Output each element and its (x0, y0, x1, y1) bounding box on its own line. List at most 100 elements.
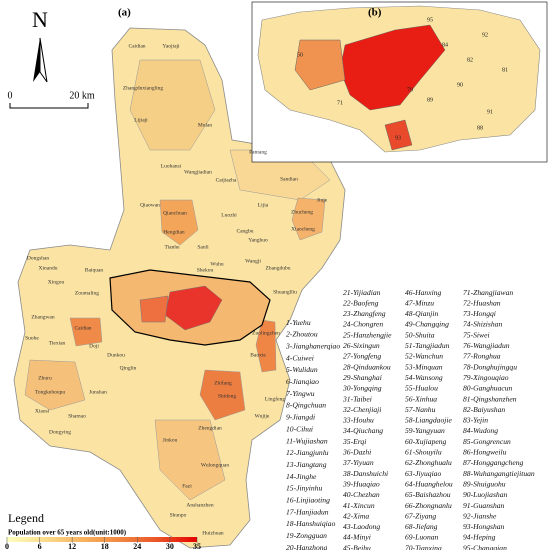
district-list-item: 47-Minzu (405, 298, 434, 307)
district-list-item: 90-Luojiashan (463, 490, 508, 499)
inset-label: 84 (442, 42, 448, 48)
district-list-item: 30-Yongqing (342, 384, 382, 393)
district-list-item: 60-Xujiapeng (405, 437, 447, 446)
district-list-item: 37-Yiyuan (342, 458, 374, 467)
place-label: Pantang (249, 149, 267, 155)
district-patch (129, 59, 216, 151)
district-list-item: 13-Jiangtang (286, 460, 327, 469)
district-list-item: 67-Ziyang (405, 511, 436, 520)
district-list-item: 71-Zhangjiawan (463, 288, 513, 297)
place-label: Sanli (197, 244, 209, 250)
district-list-item: 16-Linjiaoting (286, 496, 330, 505)
district-list-item: 84-Wudong (463, 426, 498, 435)
district-list-item: 28-Qinduankou (343, 362, 391, 371)
place-label: Lingfeng (265, 395, 285, 402)
district-list-item: 6-Jianqiao (286, 377, 319, 386)
district-list-item: 33-Houhu (342, 416, 374, 425)
district-list-item: 25-Hanzhengjie (343, 330, 392, 339)
place-label: Jinkou (163, 437, 178, 443)
district-list-item: 44-Minyi (343, 533, 371, 542)
district-patch (291, 197, 326, 241)
place-label: Shunpo (170, 512, 187, 518)
scale-start: 0 (8, 90, 13, 101)
district-list-item: 17-Hanjiadun (286, 507, 329, 516)
place-label: Huizhuan (202, 530, 224, 536)
panel-label: (a) (118, 7, 131, 19)
place-label: Mulan (198, 122, 213, 128)
district-list-item: 41-Xincun (343, 501, 375, 510)
place-label: Zoumaling (75, 290, 99, 296)
district-list-item: 66-Zhongnanlu (405, 501, 452, 510)
district-list-item: 93-Hongshan (463, 522, 505, 531)
place-label: Xiaocheng (291, 226, 315, 232)
district-list-item: 55-Hualou (405, 384, 438, 393)
district-list-item: 36-Dazhi (342, 448, 371, 457)
district-patch (154, 419, 226, 501)
place-label: Anshanzhen (186, 502, 213, 508)
district-list-item: 94-Heping (463, 533, 496, 542)
district-list-item: 73-Hongqi (463, 309, 496, 318)
inset-label: 92 (482, 32, 488, 38)
legend-tick-label: 6 (38, 542, 42, 550)
district-patch (69, 317, 103, 347)
place-label: Xinandu (39, 265, 58, 271)
place-label: Yaojiaji (162, 43, 180, 49)
place-label: Wangji (245, 258, 261, 264)
district-list-item: 24-Chongren (343, 320, 383, 329)
place-label: Caijiazha (216, 177, 237, 183)
inset-label: 88 (477, 125, 483, 131)
place-label: Zhuru (38, 375, 52, 381)
district-patch (24, 359, 86, 411)
district-patch (199, 369, 246, 421)
district-list-item: 21-Yijiadian (343, 288, 381, 297)
district-list-item: 27-Yongfeng (343, 352, 381, 361)
city-core (139, 295, 169, 323)
district-list-item: 45-Beihu (343, 543, 371, 550)
place-label: Doji (89, 343, 99, 349)
place-label: Tianhe (164, 244, 180, 250)
legend-tick-label: 30 (166, 542, 174, 550)
district-list-item: 89-Shuiguohu (463, 479, 506, 488)
district-list-item: 4-Cuiwei (286, 353, 314, 362)
place-label: Shidong (218, 393, 237, 399)
district-list-item: 29-Shanghai (343, 373, 382, 382)
district-list-item: 8-Qingchuan (286, 401, 326, 410)
legend-title: Legend (8, 511, 44, 525)
district-list-item: 81-Qingshanzhen (463, 394, 517, 403)
legend-tick-label: 0 (5, 542, 9, 550)
inset-label: 90 (457, 82, 463, 88)
north-label: N (32, 7, 48, 32)
place-label: Wangjiadian (184, 169, 212, 175)
place-label: Luohansi (161, 163, 182, 169)
district-list-item: 35-Erqi (342, 437, 366, 446)
district-list-item: 64-Huanghelou (405, 479, 453, 488)
district-list-item: 88-Wuhangangtiejituan (463, 469, 535, 478)
district-list-item: 61-Shouyilu (405, 448, 442, 457)
place-label: Baoxie (250, 352, 266, 358)
district-list-item: 77-Ronghua (463, 352, 501, 361)
district-list-item: 48-Qianjin (405, 309, 439, 318)
district-list-item: 82-Baiyushan (463, 405, 505, 414)
district-list-item: 14-Jinghe (286, 472, 317, 481)
inset-core (339, 24, 446, 111)
district-list-item: 39-Huaqiao (342, 479, 380, 488)
district-list-item: 40-Chezhan (343, 490, 380, 499)
place-label: Luozhi (221, 212, 237, 218)
district-list-item: 50-Shuita (405, 330, 435, 339)
legend-tick-label: 24 (133, 542, 141, 550)
district-list-item: 59-Yangyuan (405, 426, 445, 435)
district-list-item: 85-Gongrencun (463, 437, 511, 446)
legend-tick-label: 12 (68, 542, 76, 550)
district-list-item: 53-Minquan (405, 362, 443, 371)
place-label: Qiaowan (140, 202, 160, 208)
place-label: Junshan (89, 389, 107, 395)
scale-end: 20 km (69, 90, 95, 101)
district-list-item: 38-Danshuichi (342, 469, 388, 478)
inset-label: 93 (395, 135, 401, 141)
district-list-item: 78-Donghujingqu (463, 362, 517, 371)
district-list-item: 80-Ganghuacun (463, 384, 513, 393)
place-label: Dongshan (27, 255, 50, 261)
inset-label: 95 (427, 17, 433, 23)
inset-label: 91 (487, 109, 493, 115)
place-label: Qinglin (120, 365, 137, 371)
